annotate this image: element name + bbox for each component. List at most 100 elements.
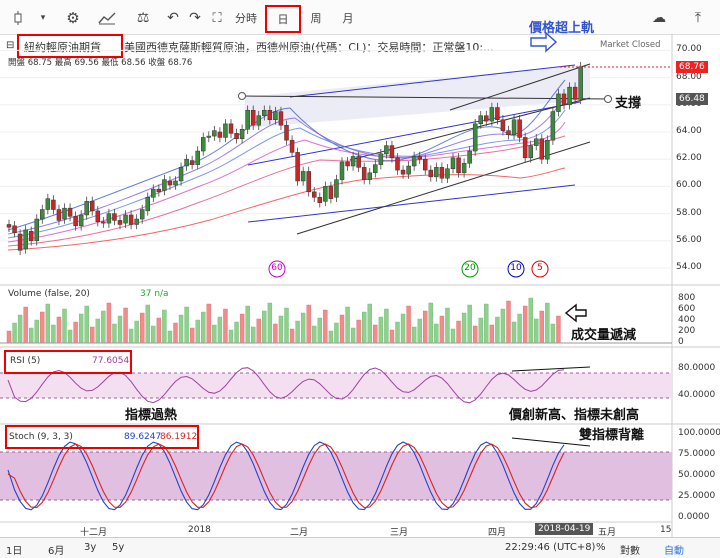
last-price-label: 68.76 (676, 61, 708, 73)
chart-type-icon[interactable] (4, 5, 32, 31)
ema-marker-label: 10 (510, 263, 522, 273)
volume-bar (67, 329, 73, 344)
candle-body (423, 158, 428, 171)
candle-body (312, 191, 317, 198)
volume-bar (511, 321, 517, 344)
price-tick-label: 56.00 (676, 234, 702, 245)
volume-bar (173, 322, 178, 344)
percent-toggle[interactable]: % (596, 542, 606, 553)
candle-body (223, 123, 228, 138)
ohlc-readout: 開盤 68.75 最高 69.56 最低 68.56 收盤 68.76 (8, 58, 193, 68)
volume-bar (306, 304, 311, 344)
gear-icon[interactable]: ⚙ (66, 9, 80, 27)
range-1d[interactable]: 1日 (6, 546, 23, 557)
volume-bar (90, 326, 95, 344)
volume-bar (345, 306, 350, 344)
candle-body (428, 169, 434, 178)
stoch-d-line (7, 443, 565, 509)
cloud-icon[interactable]: ☁ (652, 10, 666, 26)
interval-month[interactable]: 月 (342, 12, 354, 25)
candle-body (339, 161, 345, 180)
candle-body (173, 180, 178, 186)
candle-body (40, 209, 45, 220)
volume-bar (473, 325, 478, 344)
volume-bar (423, 310, 428, 344)
ema-marker-label: 5 (537, 263, 543, 273)
camera-icon[interactable]: ⤒ (694, 10, 702, 26)
log-toggle[interactable]: 對數 (620, 546, 640, 557)
candle-body (350, 156, 356, 167)
compare-icon[interactable]: ⚖ (136, 10, 150, 26)
candle-body (139, 209, 145, 220)
candle-body (356, 156, 361, 168)
price-tick-label: 54.00 (676, 262, 702, 272)
price-tick-label: 62.00 (676, 153, 702, 164)
volume-bar (62, 308, 67, 344)
volume-bar (12, 322, 17, 344)
candle-body (511, 119, 517, 135)
volume-bar (117, 315, 123, 344)
candle-body (450, 157, 456, 169)
candle-body (395, 157, 400, 171)
undo-icon[interactable]: ↶ (167, 10, 179, 26)
volume-tick-label: 200 (678, 326, 696, 336)
candle-body (162, 179, 167, 191)
candle-body (106, 213, 112, 224)
channel-shade (245, 64, 590, 128)
candle-body (112, 213, 117, 221)
volume-bar (139, 312, 145, 344)
interval-day[interactable]: 日 (265, 5, 301, 33)
volume-bar (134, 320, 139, 344)
volume-bar (350, 327, 356, 344)
redo-icon[interactable]: ↷ (189, 10, 201, 26)
candle-body (417, 156, 422, 160)
indicators-icon[interactable] (92, 5, 122, 31)
candle-body (267, 109, 273, 121)
x-tick-label: 二月 (290, 528, 309, 538)
volume-bar (262, 310, 267, 344)
volume-bar (406, 305, 411, 344)
candle-body (484, 115, 489, 122)
candle-body (134, 218, 139, 225)
ema-line-1 (7, 95, 566, 235)
volume-bar (51, 324, 56, 344)
rsi-tick-label: 40.0000 (678, 390, 716, 400)
auto-toggle[interactable]: 自動 (664, 546, 684, 557)
volume-bar (267, 302, 273, 344)
volume-bar (539, 310, 544, 344)
volume-bar (23, 306, 28, 344)
annotation-divergence: 價創新高、指標未創高 (509, 408, 640, 423)
volume-bar (189, 327, 195, 344)
range-6m[interactable]: 6月 (48, 546, 65, 557)
stoch-k-value: 89.6247 (124, 432, 162, 442)
chevron-down-icon[interactable]: ▾ (40, 13, 46, 23)
volume-bar (84, 305, 89, 344)
volume-bar (434, 323, 439, 344)
candle-body (517, 119, 522, 138)
volume-bar (112, 323, 117, 344)
interval-intraday[interactable]: 分時 (235, 12, 257, 25)
interval-week[interactable]: 周 (310, 12, 322, 25)
candle-body (361, 167, 367, 180)
volume-bar (495, 316, 500, 344)
volume-bar (34, 319, 39, 344)
range-3y[interactable]: 3y (84, 542, 97, 553)
volume-bar (328, 330, 334, 344)
volume-bar (95, 318, 101, 344)
candle-body (90, 201, 95, 212)
candle-body (289, 139, 295, 153)
range-5y[interactable]: 5y (112, 542, 125, 553)
volume-value: 37 n/a (140, 289, 169, 299)
volume-bar (78, 313, 84, 344)
stoch-tick-label: 25.0000 (678, 491, 716, 501)
volume-bar (128, 328, 134, 344)
candle-body (345, 161, 350, 167)
collapse-icon[interactable]: ⊟ (6, 40, 15, 51)
chart-canvas[interactable] (0, 0, 720, 537)
toolbar: ▾ ⚙ ⚖ ↶ ↷ ⛶ 分時 日 周 月 ☁ ⤒ (0, 0, 720, 35)
lower-trend-line (247, 184, 576, 223)
fullscreen-icon[interactable]: ⛶ (212, 10, 222, 26)
volume-bar (239, 313, 245, 344)
volume-bar (428, 302, 433, 344)
candle-body (500, 119, 506, 131)
